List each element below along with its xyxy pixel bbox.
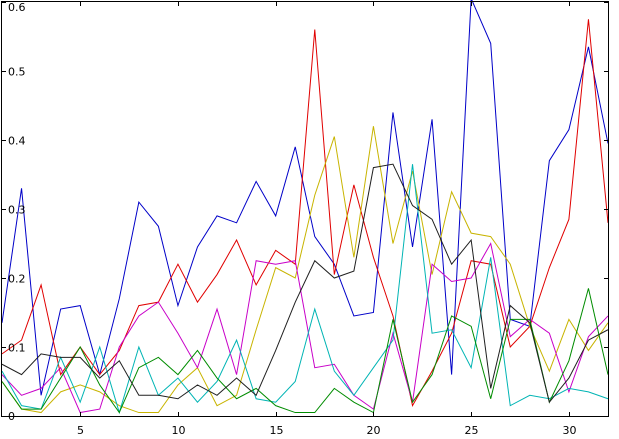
series-line-3: [1, 126, 609, 414]
series-layer: [1, 0, 609, 415]
x-tick-label: 30: [563, 424, 577, 437]
y-axis-ticks: 0 0.1 0.2 0.3 0.4 0.5 0.6: [2, 1, 608, 423]
y-tick-label: 0: [8, 410, 15, 423]
x-tick-label: 25: [465, 424, 479, 437]
series-line-7: [1, 163, 609, 404]
x-tick-label: 10: [172, 424, 186, 437]
x-tick-label: 20: [367, 424, 381, 437]
y-tick-label: 0.1: [8, 342, 26, 355]
x-tick-label: 5: [77, 424, 84, 437]
y-tick-label: 0.4: [8, 135, 26, 148]
y-tick-label: 0.6: [8, 1, 26, 14]
y-tick-label: 0.3: [8, 204, 26, 217]
axes-layer: [1, 1, 609, 417]
y-tick-label: 0.5: [8, 66, 26, 79]
plot-frame: [1, 1, 609, 417]
y-tick-label: 0.2: [8, 273, 26, 286]
series-line-6: [1, 288, 609, 414]
series-line-1: [1, 0, 609, 396]
series-line-5: [1, 164, 609, 415]
series-line-2: [1, 19, 609, 408]
x-tick-label: 15: [270, 424, 284, 437]
x-axis-ticks: 5 10 15 20 25 30: [77, 2, 577, 437]
series-line-4: [1, 242, 609, 414]
